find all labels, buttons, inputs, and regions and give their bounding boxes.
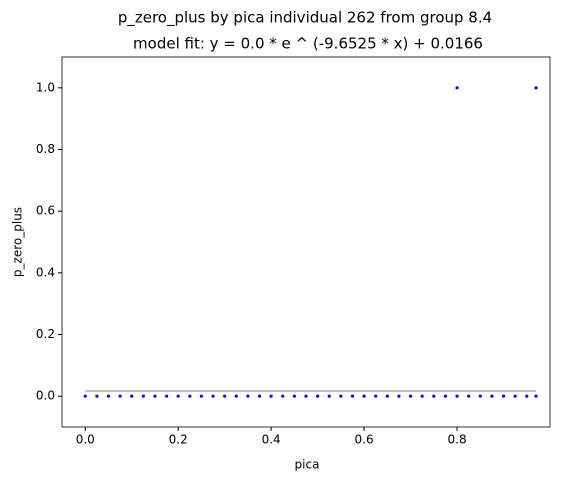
plot-frame [61, 56, 551, 428]
point [478, 394, 482, 398]
y-tick-label: 0.0 [36, 389, 55, 403]
y-tick-label: 0.6 [36, 204, 55, 218]
y-axis-label: p_zero_plus [11, 207, 25, 277]
point [281, 394, 285, 398]
point [455, 86, 459, 90]
point [199, 394, 204, 398]
point [339, 394, 343, 398]
point [362, 394, 366, 398]
point [211, 394, 215, 398]
point [467, 394, 471, 398]
point [257, 394, 262, 398]
x-tick-label: 0.0 [76, 433, 95, 447]
point [490, 394, 494, 398]
x-tick-label: 0.6 [355, 433, 374, 447]
y-tick-label: 0.8 [36, 142, 55, 156]
point [385, 394, 389, 398]
point [534, 86, 538, 90]
point [350, 394, 355, 398]
point [223, 394, 227, 398]
point [269, 394, 273, 398]
chart-title: p_zero_plus by pica individual 262 from … [118, 9, 492, 28]
point [374, 394, 378, 398]
point [304, 394, 308, 398]
point [246, 394, 250, 398]
point [534, 394, 538, 398]
point [408, 394, 413, 398]
point [234, 394, 238, 398]
point [501, 394, 506, 398]
point [188, 394, 192, 398]
point [455, 394, 459, 398]
y-tick-label: 1.0 [36, 80, 55, 94]
y-tick-label: 0.2 [36, 327, 55, 341]
x-tick-label: 0.4 [262, 433, 281, 447]
point [432, 394, 436, 398]
x-tick-label: 0.2 [169, 433, 188, 447]
y-tick-label: 0.4 [36, 265, 55, 279]
point [118, 394, 122, 398]
point [525, 394, 529, 398]
point [443, 394, 448, 398]
x-axis-label: pica [295, 458, 320, 472]
chart-subtitle: model fit: y = 0.0 * e ^ (-9.6525 * x) +… [133, 35, 483, 53]
point [95, 394, 99, 398]
point [164, 394, 169, 398]
point [106, 394, 111, 398]
point [83, 394, 87, 398]
point [327, 394, 331, 398]
point [397, 394, 401, 398]
point [513, 394, 517, 398]
point [420, 394, 424, 398]
point [141, 394, 145, 398]
point [176, 394, 180, 398]
x-tick-label: 0.8 [448, 433, 467, 447]
point [292, 394, 296, 398]
point [316, 394, 320, 398]
point [130, 394, 134, 398]
point [153, 394, 157, 398]
